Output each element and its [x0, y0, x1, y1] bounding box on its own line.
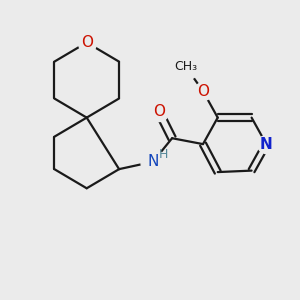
- Text: O: O: [153, 104, 165, 119]
- Text: N: N: [147, 154, 159, 169]
- Text: O: O: [81, 35, 93, 50]
- Text: H: H: [159, 148, 168, 161]
- Text: N: N: [260, 136, 273, 152]
- Text: CH₃: CH₃: [174, 60, 197, 73]
- Text: O: O: [197, 84, 209, 99]
